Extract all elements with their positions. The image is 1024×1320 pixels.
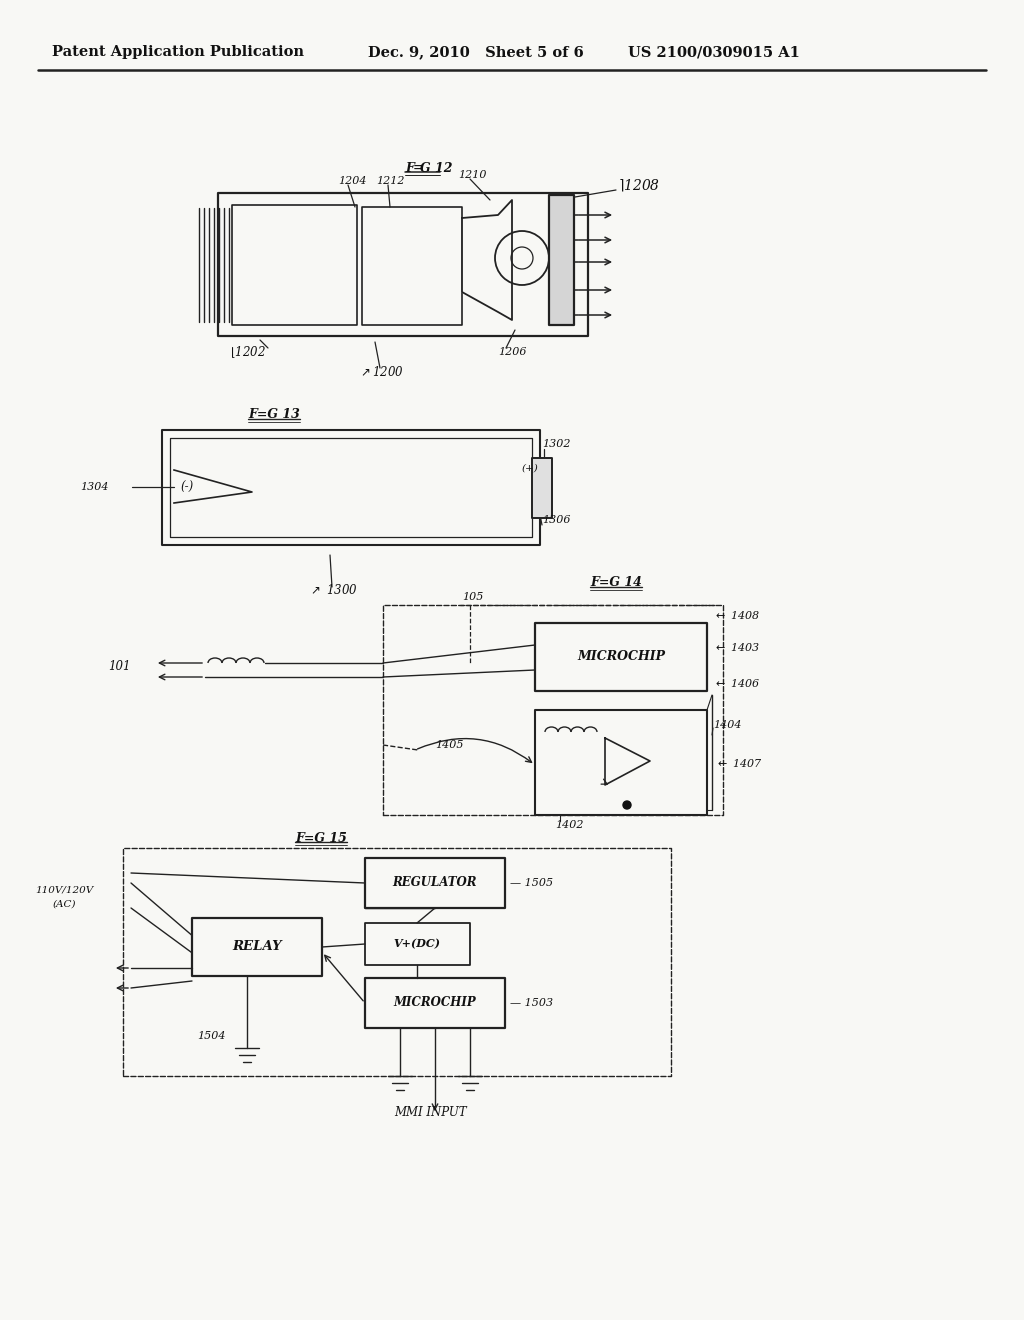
Text: $\leftarrow$ 1403: $\leftarrow$ 1403: [713, 642, 760, 653]
Text: — 1503: — 1503: [510, 998, 553, 1008]
Text: F=G 14: F=G 14: [590, 577, 642, 590]
Text: — 1505: — 1505: [510, 878, 553, 888]
Bar: [365, 858, 505, 908]
Bar: [535, 710, 707, 814]
Text: MICROCHIP: MICROCHIP: [393, 997, 476, 1010]
Text: 1212: 1212: [376, 176, 404, 186]
Text: 101: 101: [108, 660, 130, 673]
Text: G 12: G 12: [420, 161, 453, 174]
Text: (-): (-): [180, 480, 194, 494]
Text: $\nearrow$ 1300: $\nearrow$ 1300: [308, 583, 357, 597]
Text: $\lfloor$1202: $\lfloor$1202: [230, 345, 266, 360]
Text: 1210: 1210: [458, 170, 486, 180]
Text: Patent Application Publication: Patent Application Publication: [52, 45, 304, 59]
Bar: [218, 193, 588, 337]
Bar: [383, 605, 723, 814]
Polygon shape: [462, 201, 512, 319]
Circle shape: [623, 801, 631, 809]
Text: 1405: 1405: [435, 741, 464, 750]
Bar: [549, 195, 574, 325]
Text: F=G 13: F=G 13: [248, 408, 300, 421]
Bar: [365, 978, 505, 1028]
Text: US 2100/0309015 A1: US 2100/0309015 A1: [628, 45, 800, 59]
Text: MICROCHIP: MICROCHIP: [577, 651, 665, 664]
Text: Dec. 9, 2010   Sheet 5 of 6: Dec. 9, 2010 Sheet 5 of 6: [368, 45, 584, 59]
Text: REGULATOR: REGULATOR: [393, 876, 477, 890]
Text: $\leftarrow$ 1408: $\leftarrow$ 1408: [713, 609, 760, 620]
Text: RELAY: RELAY: [232, 940, 282, 953]
Text: F=G 15: F=G 15: [295, 832, 347, 845]
Bar: [532, 458, 552, 517]
Text: =: =: [413, 161, 424, 174]
Text: $\leftarrow$ 1407: $\leftarrow$ 1407: [715, 756, 763, 770]
Bar: [162, 430, 540, 545]
Text: 1306: 1306: [542, 515, 570, 525]
Text: 1302: 1302: [542, 440, 570, 449]
Text: 110V/120V: 110V/120V: [35, 886, 93, 895]
Bar: [170, 438, 532, 537]
Bar: [535, 623, 707, 690]
Text: 1402: 1402: [555, 820, 584, 830]
Text: F: F: [406, 161, 414, 174]
Text: $\nearrow$1200: $\nearrow$1200: [358, 366, 403, 379]
Text: 1204: 1204: [338, 176, 367, 186]
Polygon shape: [605, 738, 650, 785]
Text: 1206: 1206: [498, 347, 526, 356]
Text: 1304: 1304: [80, 482, 109, 492]
Text: 1404: 1404: [713, 719, 741, 730]
Text: $\rceil$1208: $\rceil$1208: [618, 177, 660, 193]
Text: $\leftarrow$ 1406: $\leftarrow$ 1406: [713, 677, 760, 689]
Text: V+(DC): V+(DC): [393, 939, 440, 949]
Bar: [123, 847, 671, 1076]
Text: (AC): (AC): [53, 899, 77, 908]
Bar: [232, 205, 357, 325]
Text: 105: 105: [462, 591, 483, 602]
Bar: [193, 917, 322, 975]
Text: (+): (+): [522, 463, 539, 473]
Text: 1504: 1504: [197, 1031, 225, 1041]
Bar: [365, 923, 470, 965]
Text: MMI INPUT: MMI INPUT: [393, 1106, 466, 1119]
Bar: [362, 207, 462, 325]
